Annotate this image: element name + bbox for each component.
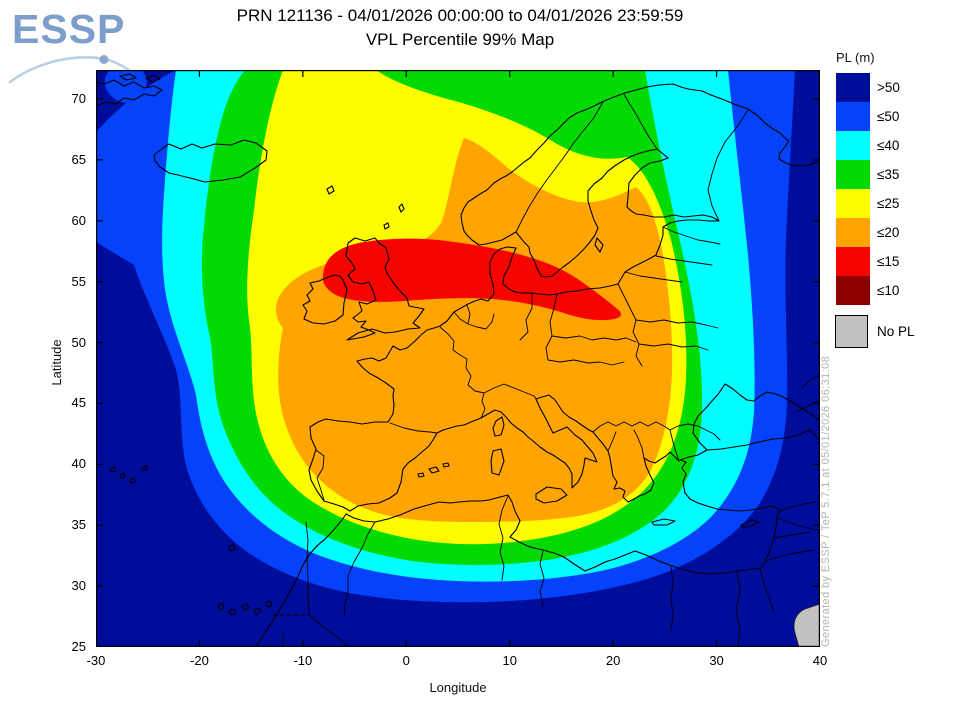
coast-africa-levant-blacksea — [255, 383, 820, 647]
lon-tick-label: 30 — [709, 653, 724, 668]
legend-no-pl-label: No PL — [877, 324, 915, 339]
coastlines-layer — [96, 73, 820, 647]
lat-tick-label: 60 — [71, 212, 86, 228]
legend-swatch — [836, 218, 870, 247]
lat-tick-label: 35 — [71, 517, 86, 533]
legend-swatch — [836, 276, 870, 305]
map-frame — [96, 70, 820, 647]
border-middle-east — [765, 374, 820, 562]
vpl-map — [96, 70, 820, 647]
legend-label: ≤10 — [877, 283, 900, 298]
border-balkans — [592, 421, 721, 462]
generated-watermark: Generated by ESSP / TeP 5.7.1 at 05/01/2… — [820, 355, 832, 647]
lat-tick-label: 25 — [71, 639, 86, 654]
lat-tick-label: 70 — [71, 91, 86, 106]
region-le20 — [275, 138, 673, 522]
coast-iceland — [153, 139, 268, 183]
coast-greenland — [96, 73, 163, 107]
coast-italy-greece — [480, 394, 680, 503]
legend-swatch — [836, 131, 870, 160]
legend-label: ≤15 — [877, 254, 900, 269]
essp-logo-text: ESSP — [12, 6, 126, 52]
border-north-africa — [282, 495, 775, 647]
lat-tick-label: 65 — [71, 151, 86, 167]
legend-label: ≤35 — [877, 167, 900, 182]
legend-no-pl-swatch — [835, 315, 868, 348]
border-scandinavia — [515, 93, 749, 233]
lon-tick-label: 20 — [605, 653, 621, 668]
lon-tick-label: -20 — [190, 653, 209, 668]
legend-label: ≤25 — [877, 196, 900, 211]
legend-title: PL (m) — [836, 50, 875, 65]
lat-tick-label: 40 — [71, 456, 86, 472]
lon-tick-label: 10 — [502, 653, 517, 668]
page-subtitle: VPL Percentile 99% Map — [365, 30, 555, 49]
legend-label: ≤20 — [877, 225, 900, 240]
legend-swatch — [836, 160, 870, 189]
border-france-germany — [439, 304, 495, 419]
legend-label: ≤40 — [877, 138, 900, 153]
legend-swatch — [836, 73, 870, 102]
lon-tick-label: 0 — [402, 653, 410, 668]
legend-label: >50 — [877, 80, 900, 95]
lat-tick-label: 55 — [71, 273, 86, 289]
lon-tick-label: -10 — [293, 653, 313, 668]
border-iberia — [315, 422, 438, 501]
country-borders — [272, 93, 820, 647]
region-le15 — [322, 238, 622, 321]
title-block: PRN 121136 - 04/01/2026 00:00:00 to 04/0… — [120, 6, 800, 50]
page-title: PRN 121136 - 04/01/2026 00:00:00 to 04/0… — [236, 6, 684, 25]
legend-swatch — [836, 189, 870, 218]
essp-logo-swoosh-icon — [8, 55, 132, 84]
border-baltics-east — [617, 226, 721, 367]
coast-ireland — [302, 274, 348, 325]
legend-swatch — [836, 247, 870, 276]
x-axis-title: Longitude — [429, 680, 487, 695]
coast-atlantic-north — [308, 83, 820, 512]
legend-label: ≤50 — [877, 109, 900, 124]
coast-great-britain — [345, 237, 425, 341]
lon-tick-label: 40 — [812, 653, 828, 668]
lat-tick-label: 30 — [71, 578, 86, 594]
legend-swatch — [836, 102, 870, 131]
lat-tick-label: 45 — [71, 395, 86, 411]
border-central-europe — [483, 292, 637, 400]
swoosh-dot — [99, 55, 109, 64]
region-no-pl — [793, 603, 820, 647]
lat-tick-label: 50 — [71, 334, 86, 350]
lon-tick-label: -30 — [86, 653, 106, 668]
coast-mediterranean-spain-france — [349, 417, 482, 512]
islands — [109, 185, 760, 616]
